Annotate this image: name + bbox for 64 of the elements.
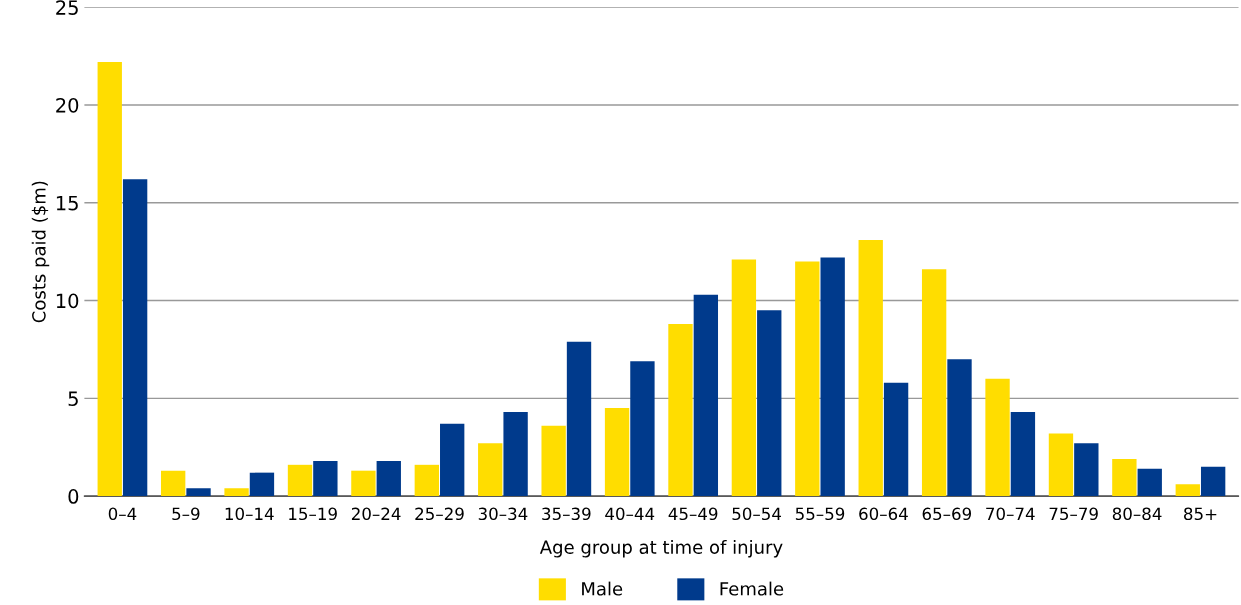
bar bbox=[1175, 484, 1200, 497]
bar bbox=[1048, 433, 1074, 497]
bar bbox=[414, 464, 439, 497]
bar bbox=[668, 324, 693, 497]
bar bbox=[630, 361, 655, 497]
x-tick-label: 65–69 bbox=[922, 507, 972, 521]
bar bbox=[1074, 443, 1099, 497]
y-tick-label: 20 bbox=[56, 97, 79, 113]
bar bbox=[858, 239, 883, 497]
bar bbox=[1200, 466, 1226, 497]
bar bbox=[122, 179, 148, 497]
bar bbox=[376, 460, 401, 497]
bar bbox=[224, 488, 249, 497]
bar bbox=[97, 62, 122, 497]
legend-label: Male bbox=[582, 581, 623, 596]
y-tick-label: 0 bbox=[68, 489, 79, 504]
bar bbox=[478, 443, 503, 497]
bar bbox=[1137, 468, 1162, 497]
y-axis-title: Costs paid ($m) bbox=[31, 181, 50, 323]
x-tick-label: 70–74 bbox=[986, 507, 1035, 521]
bar bbox=[1010, 412, 1036, 497]
x-tick-label: 80–84 bbox=[1112, 507, 1162, 521]
bar bbox=[820, 257, 845, 497]
bar bbox=[604, 408, 630, 497]
y-tick-label: 25 bbox=[56, 0, 78, 15]
bar bbox=[883, 382, 909, 497]
x-tick-label: 85+ bbox=[1184, 507, 1217, 521]
bar bbox=[541, 425, 566, 497]
y-tick-label: 15 bbox=[56, 196, 78, 211]
bar bbox=[566, 341, 592, 497]
x-tick-label: 5–9 bbox=[172, 507, 200, 521]
x-tick-label: 15–19 bbox=[289, 507, 337, 521]
bar bbox=[795, 261, 820, 497]
bar bbox=[1112, 458, 1137, 497]
bar bbox=[731, 259, 757, 497]
bar bbox=[351, 470, 376, 497]
bar bbox=[503, 412, 528, 497]
bar bbox=[440, 423, 465, 497]
x-axis-title: Age group at time of injury bbox=[539, 540, 783, 558]
x-tick-label: 25–29 bbox=[415, 507, 464, 521]
x-tick-label: 75–79 bbox=[1049, 507, 1098, 521]
x-tick-label: 50–54 bbox=[732, 507, 782, 521]
bar bbox=[313, 460, 338, 497]
bar bbox=[947, 359, 972, 497]
bar bbox=[186, 488, 211, 497]
bar bbox=[985, 378, 1010, 497]
x-tick-label: 35–39 bbox=[542, 507, 591, 521]
x-tick-label: 40–44 bbox=[605, 507, 655, 521]
bar bbox=[160, 470, 186, 497]
bar bbox=[693, 294, 719, 497]
bar bbox=[921, 269, 947, 497]
x-tick-label: 30–34 bbox=[478, 507, 528, 521]
bar bbox=[249, 472, 275, 497]
y-tick-label: 5 bbox=[68, 391, 78, 406]
x-tick-label: 45–49 bbox=[668, 507, 718, 521]
x-tick-label: 55–59 bbox=[795, 507, 845, 521]
x-tick-label: 20–24 bbox=[351, 507, 401, 521]
y-tick-label: 10 bbox=[56, 293, 79, 309]
x-tick-label: 60–64 bbox=[859, 507, 908, 521]
bar bbox=[287, 464, 313, 497]
x-tick-label: 10–14 bbox=[225, 507, 274, 521]
x-tick-label: 0–4 bbox=[108, 507, 137, 521]
legend-label: Female bbox=[720, 581, 784, 596]
bar bbox=[757, 310, 782, 497]
